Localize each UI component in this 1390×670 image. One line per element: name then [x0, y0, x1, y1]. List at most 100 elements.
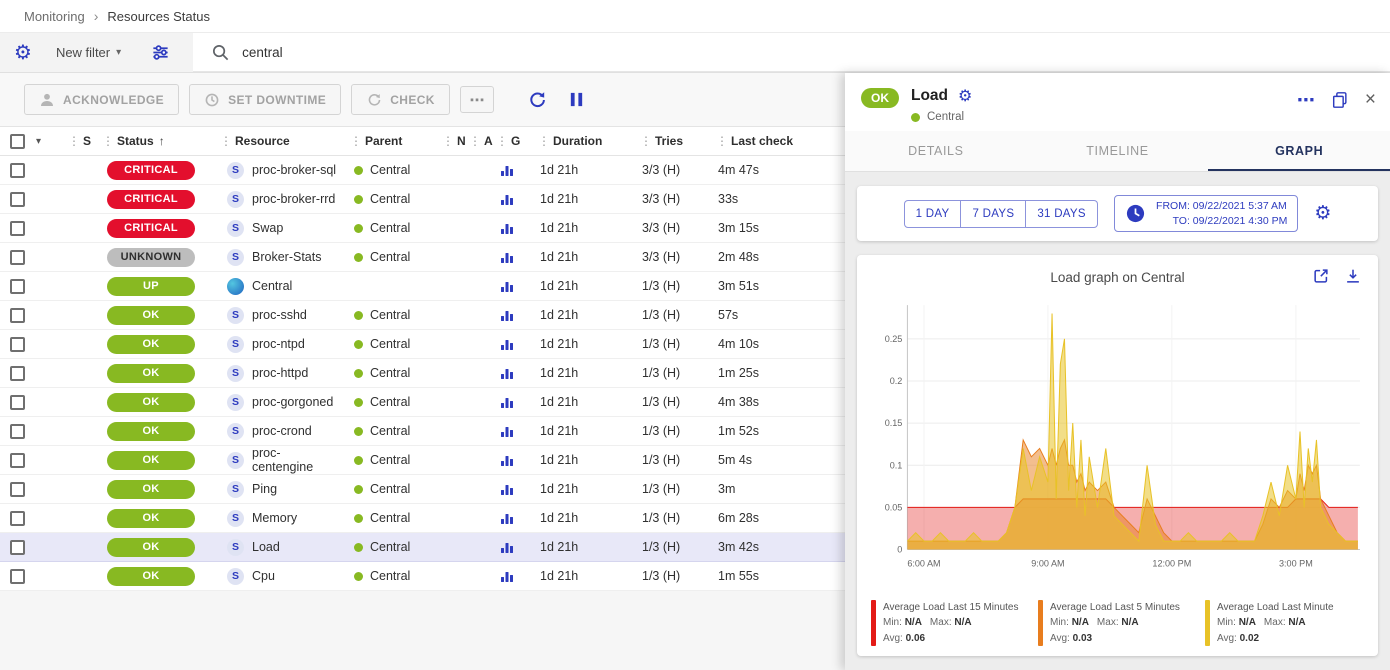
table-row[interactable]: OK S proc-gorgoned Central 1d 21h 1/3 (H… — [0, 388, 845, 417]
tab-graph[interactable]: GRAPH — [1208, 131, 1390, 171]
graph-cell[interactable] — [486, 395, 528, 409]
graph-settings-gear-icon[interactable]: ⚙ — [1314, 203, 1332, 225]
resource-cell[interactable]: S proc-gorgoned — [210, 393, 340, 411]
advanced-filter-button[interactable] — [145, 38, 175, 68]
row-checkbox[interactable] — [10, 336, 25, 352]
legend-item-15min[interactable]: Average Load Last 15 Minutes Min: N/A Max… — [871, 599, 1030, 647]
set-downtime-button[interactable]: SET DOWNTIME — [189, 84, 342, 115]
column-header-ack[interactable]: ⋮ A — [459, 134, 493, 148]
parent-cell[interactable]: Central — [340, 163, 432, 177]
row-checkbox[interactable] — [10, 481, 25, 497]
table-row[interactable]: OK S proc-centengine Central 1d 21h 1/3 … — [0, 446, 845, 475]
row-checkbox[interactable] — [10, 278, 25, 294]
table-row[interactable]: OK S proc-httpd Central 1d 21h 1/3 (H) 1… — [0, 359, 845, 388]
graph-cell[interactable] — [486, 482, 528, 496]
graph-cell[interactable] — [486, 279, 528, 293]
select-all-checkbox[interactable] — [10, 133, 25, 149]
graph-cell[interactable] — [486, 424, 528, 438]
check-button[interactable]: CHECK — [351, 84, 450, 115]
export-graph-button[interactable] — [1344, 267, 1362, 290]
parent-cell[interactable]: Central — [340, 424, 432, 438]
graph-cell[interactable] — [486, 308, 528, 322]
row-checkbox[interactable] — [10, 510, 25, 526]
row-checkbox[interactable] — [10, 162, 25, 178]
resource-cell[interactable]: S proc-sshd — [210, 306, 340, 324]
breadcrumb-monitoring[interactable]: Monitoring — [24, 8, 85, 24]
parent-cell[interactable]: Central — [340, 395, 432, 409]
table-row[interactable]: OK S proc-crond Central 1d 21h 1/3 (H) 1… — [0, 417, 845, 446]
column-header-duration[interactable]: ⋮ Duration — [528, 134, 630, 148]
breadcrumb-resources-status[interactable]: Resources Status — [107, 8, 210, 24]
acknowledge-button[interactable]: ACKNOWLEDGE — [24, 84, 180, 115]
table-row[interactable]: UNKNOWN S Broker-Stats Central 1d 21h 3/… — [0, 243, 845, 272]
table-row[interactable]: CRITICAL S proc-broker-sql Central 1d 21… — [0, 156, 845, 185]
parent-cell[interactable]: Central — [340, 453, 432, 467]
resource-cell[interactable]: S proc-httpd — [210, 364, 340, 382]
sort-ascending-icon[interactable]: ↑ — [158, 134, 165, 148]
row-checkbox[interactable] — [10, 220, 25, 236]
selection-options-chevron-icon[interactable]: ▾ — [36, 135, 42, 147]
graph-cell[interactable] — [486, 250, 528, 264]
graph-cell[interactable] — [486, 540, 528, 554]
resource-cell[interactable]: S Cpu — [210, 567, 340, 585]
column-header-resource[interactable]: ⋮ Resource — [210, 134, 340, 148]
graph-cell[interactable] — [486, 192, 528, 206]
detail-more-button[interactable]: ⋯ — [1296, 89, 1315, 110]
table-row[interactable]: OK S Load Central 1d 21h 1/3 (H) 3m 42s — [0, 533, 845, 562]
new-filter-dropdown[interactable]: New filter ▾ — [48, 39, 129, 66]
table-row[interactable]: OK S Ping Central 1d 21h 1/3 (H) 3m — [0, 475, 845, 504]
resource-cell[interactable]: S proc-centengine — [210, 446, 340, 474]
column-header-graph[interactable]: ⋮ G — [486, 134, 528, 148]
table-row[interactable]: UP Central 1d 21h 1/3 (H) 3m 51s — [0, 272, 845, 301]
graph-cell[interactable] — [486, 366, 528, 380]
graph-cell[interactable] — [486, 511, 528, 525]
row-checkbox[interactable] — [10, 539, 25, 555]
close-panel-button[interactable]: × — [1364, 89, 1376, 110]
table-row[interactable]: CRITICAL S Swap Central 1d 21h 3/3 (H) 3… — [0, 214, 845, 243]
parent-cell[interactable]: Central — [340, 569, 432, 583]
resource-cell[interactable]: S Broker-Stats — [210, 248, 340, 266]
column-header-parent[interactable]: ⋮ Parent — [340, 134, 432, 148]
column-header-tries[interactable]: ⋮ Tries — [630, 134, 706, 148]
table-row[interactable]: OK S proc-ntpd Central 1d 21h 1/3 (H) 4m… — [0, 330, 845, 359]
graph-cell[interactable] — [486, 163, 528, 177]
resource-cell[interactable]: S Load — [210, 538, 340, 556]
filter-settings-gear-icon[interactable]: ⚙ — [14, 41, 32, 64]
time-range-1-day-button[interactable]: 1 DAY — [903, 199, 962, 228]
table-row[interactable]: OK S Cpu Central 1d 21h 1/3 (H) 1m 55s — [0, 562, 845, 591]
resource-cell[interactable]: S proc-broker-sql — [210, 161, 340, 179]
row-checkbox[interactable] — [10, 249, 25, 265]
row-checkbox[interactable] — [10, 365, 25, 381]
row-checkbox[interactable] — [10, 191, 25, 207]
resource-cell[interactable]: S proc-ntpd — [210, 335, 340, 353]
graph-cell[interactable] — [486, 569, 528, 583]
load-chart-svg[interactable]: 0 0.05 0.1 0.15 0.2 0.25 6:00 AM 9:00 AM 12:00 P… — [865, 293, 1370, 576]
refresh-button[interactable] — [522, 85, 552, 115]
table-row[interactable]: OK S proc-sshd Central 1d 21h 1/3 (H) 57… — [0, 301, 845, 330]
column-header-status[interactable]: ⋮ Status ↑ — [92, 134, 210, 148]
table-row[interactable]: CRITICAL S proc-broker-rrd Central 1d 21… — [0, 185, 845, 214]
search-input[interactable] — [242, 44, 663, 60]
custom-time-range-control[interactable]: FROM: 09/22/2021 5:37 AM TO: 09/22/2021 … — [1113, 195, 1299, 233]
row-checkbox[interactable] — [10, 307, 25, 323]
column-header-notification[interactable]: ⋮ N — [432, 134, 466, 148]
resource-cell[interactable]: S proc-broker-rrd — [210, 190, 340, 208]
parent-cell[interactable]: Central — [340, 308, 432, 322]
tab-details[interactable]: DETAILS — [908, 144, 964, 158]
column-header-severity[interactable]: ⋮ S — [58, 134, 92, 148]
legend-item-5min[interactable]: Average Load Last 5 Minutes Min: N/A Max:… — [1038, 599, 1197, 647]
table-row[interactable]: OK S Memory Central 1d 21h 1/3 (H) 6m 28… — [0, 504, 845, 533]
time-range-31-days-button[interactable]: 31 DAYS — [1025, 199, 1098, 228]
resource-cell[interactable]: S Ping — [210, 480, 340, 498]
graph-cell[interactable] — [486, 221, 528, 235]
time-range-7-days-button[interactable]: 7 DAYS — [960, 199, 1027, 228]
copy-link-button[interactable] — [1331, 91, 1349, 109]
resource-settings-gear-icon[interactable]: ⚙ — [958, 88, 973, 105]
row-checkbox[interactable] — [10, 568, 25, 584]
parent-cell[interactable]: Central — [340, 366, 432, 380]
row-checkbox[interactable] — [10, 394, 25, 410]
parent-cell[interactable]: Central — [340, 482, 432, 496]
parent-cell[interactable]: Central — [340, 540, 432, 554]
open-graph-in-new-button[interactable] — [1312, 267, 1330, 290]
resource-cell[interactable]: S Swap — [210, 219, 340, 237]
